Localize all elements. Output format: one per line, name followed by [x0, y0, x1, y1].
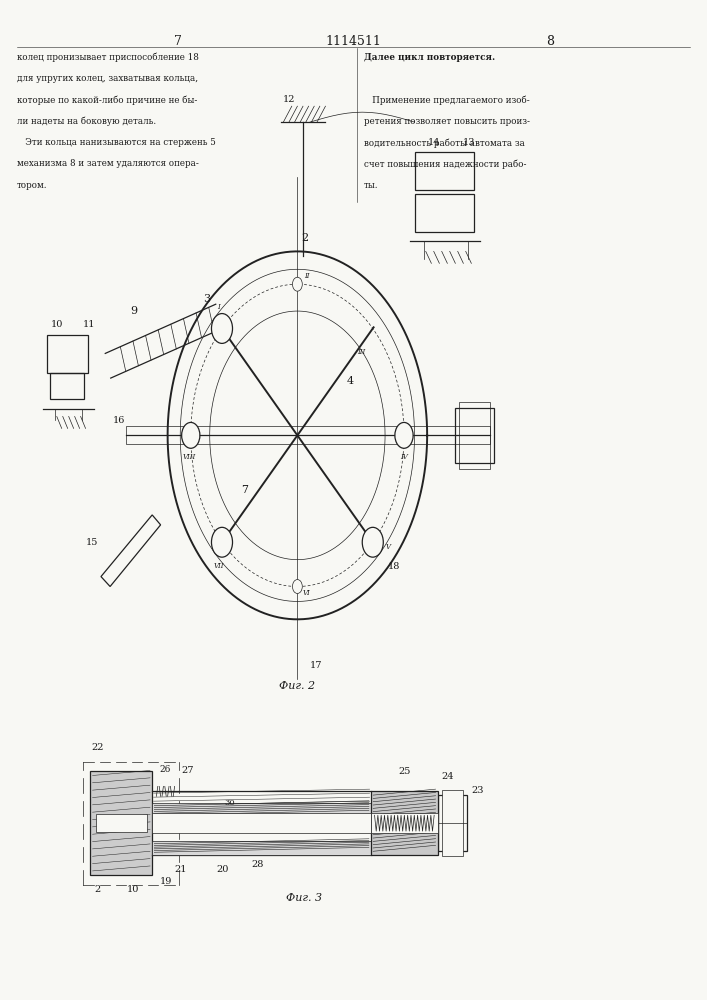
Text: 3: 3: [203, 294, 210, 304]
Bar: [126, 426, 490, 444]
Text: 26: 26: [159, 765, 170, 774]
Text: 18: 18: [388, 562, 401, 571]
Text: V: V: [385, 543, 390, 551]
Text: Фиг. 3: Фиг. 3: [286, 893, 322, 903]
Bar: [47, 335, 88, 373]
Text: 17: 17: [310, 661, 322, 670]
Circle shape: [211, 314, 233, 343]
Text: 7: 7: [174, 35, 182, 48]
Bar: [50, 373, 84, 399]
Text: 12: 12: [283, 95, 296, 104]
Text: водительность работы автомата за: водительность работы автомата за: [364, 138, 525, 148]
Text: Эти кольца нанизываются на стержень 5: Эти кольца нанизываются на стержень 5: [17, 138, 216, 147]
Bar: [414, 194, 474, 232]
Bar: [455, 408, 493, 463]
Bar: [96, 814, 146, 832]
Text: 11: 11: [83, 320, 95, 329]
Text: которые по какой-либо причине не бы-: которые по какой-либо причине не бы-: [17, 95, 197, 105]
Text: 22: 22: [91, 743, 104, 752]
Text: 2: 2: [94, 885, 100, 894]
Text: III: III: [357, 348, 366, 356]
Bar: [152, 803, 371, 817]
Text: Применение предлагаемого изоб-: Применение предлагаемого изоб-: [364, 95, 530, 105]
Bar: [459, 402, 490, 469]
Text: 8: 8: [546, 35, 554, 48]
Text: 2: 2: [301, 233, 308, 243]
Bar: [90, 771, 152, 875]
Text: 21: 21: [174, 865, 187, 874]
Text: ли надеты на боковую деталь.: ли надеты на боковую деталь.: [17, 117, 156, 126]
Bar: [414, 152, 474, 190]
Text: 24: 24: [441, 772, 454, 781]
Text: IV: IV: [400, 453, 408, 461]
Circle shape: [182, 422, 200, 448]
Text: 28: 28: [251, 860, 264, 869]
Text: механизма 8 и затем удаляются опера-: механизма 8 и затем удаляются опера-: [17, 159, 199, 168]
Text: ты.: ты.: [364, 181, 378, 190]
Text: тором.: тором.: [17, 181, 47, 190]
Text: 14: 14: [428, 138, 440, 147]
Text: 4: 4: [346, 376, 354, 386]
Text: 9: 9: [130, 306, 137, 316]
Bar: [152, 841, 371, 855]
Text: 10: 10: [127, 885, 139, 894]
Text: 19: 19: [160, 877, 173, 886]
Circle shape: [293, 277, 303, 291]
Text: II: II: [305, 272, 310, 280]
Bar: [152, 813, 371, 833]
Text: 23: 23: [472, 786, 484, 795]
Text: 7: 7: [241, 485, 248, 495]
Text: колец пронизывает приспособление 18: колец пронизывает приспособление 18: [17, 52, 199, 62]
Circle shape: [293, 580, 303, 593]
Text: I: I: [217, 303, 220, 311]
Text: VIII: VIII: [182, 453, 196, 461]
Text: 25: 25: [398, 767, 411, 776]
Circle shape: [211, 527, 233, 557]
Text: Далее цикл повторяется.: Далее цикл повторяется.: [364, 52, 495, 62]
Bar: [442, 790, 463, 856]
Bar: [371, 813, 438, 833]
Text: 30: 30: [224, 799, 235, 807]
Text: Фиг. 2: Фиг. 2: [279, 681, 315, 691]
Text: для упругих колец, захватывая кольца,: для упругих колец, захватывая кольца,: [17, 74, 198, 83]
Circle shape: [362, 527, 383, 557]
Text: 10: 10: [51, 320, 63, 329]
Text: 1114511: 1114511: [325, 35, 382, 48]
Text: 16: 16: [112, 416, 124, 425]
Text: 15: 15: [86, 538, 98, 547]
Text: счет повышения надежности рабо-: счет повышения надежности рабо-: [364, 159, 527, 169]
Text: 20: 20: [216, 865, 228, 874]
Text: VII: VII: [214, 562, 223, 570]
Bar: [438, 795, 467, 851]
Text: ретения позволяет повысить произ-: ретения позволяет повысить произ-: [364, 117, 530, 126]
Circle shape: [395, 422, 413, 448]
Text: 13: 13: [463, 138, 476, 147]
Bar: [371, 791, 438, 855]
Text: 27: 27: [181, 766, 194, 775]
Text: VI: VI: [303, 589, 311, 597]
